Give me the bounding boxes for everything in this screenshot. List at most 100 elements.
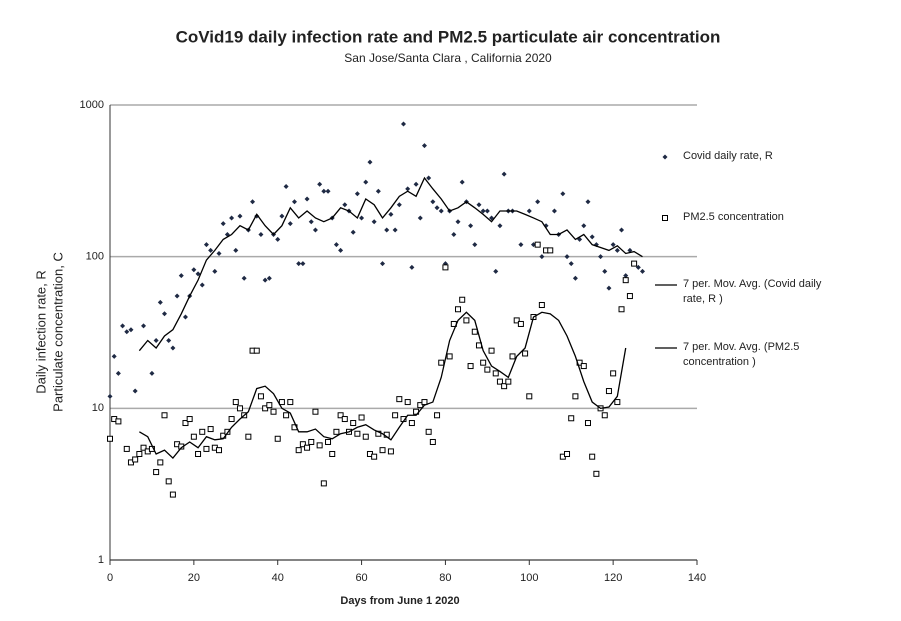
point: [405, 186, 411, 192]
point: [605, 388, 612, 395]
point: [526, 208, 532, 214]
point: [123, 445, 130, 452]
point: [241, 275, 247, 281]
point: [262, 405, 269, 412]
chart-title: CoVid19 daily infection rate and PM2.5 p…: [176, 27, 721, 46]
point: [375, 188, 381, 194]
point: [409, 264, 415, 270]
point: [111, 353, 117, 359]
y-tick-label: 1000: [80, 99, 104, 111]
point: [459, 179, 465, 185]
point: [220, 221, 226, 227]
point: [350, 229, 356, 235]
point: [216, 250, 222, 256]
point: [258, 232, 264, 238]
point: [492, 370, 499, 377]
point: [371, 453, 378, 460]
point: [413, 181, 419, 187]
point: [480, 359, 487, 366]
point: [140, 444, 147, 451]
point: [312, 227, 318, 233]
point: [598, 254, 604, 260]
point: [257, 393, 264, 400]
point: [136, 450, 143, 457]
point: [496, 378, 503, 385]
point: [618, 306, 625, 313]
point: [513, 317, 520, 324]
point: [610, 242, 616, 248]
point: [455, 219, 461, 225]
point: [593, 470, 600, 477]
x-tick-label: 0: [107, 572, 113, 584]
point: [216, 447, 223, 454]
point: [287, 221, 293, 227]
point: [304, 444, 311, 451]
point: [581, 223, 587, 229]
point: [417, 215, 423, 221]
point: [354, 430, 361, 437]
point: [312, 408, 319, 415]
point: [446, 353, 453, 360]
point: [480, 208, 486, 214]
x-tick-label: 140: [688, 572, 706, 584]
point: [295, 447, 302, 454]
point: [182, 314, 188, 320]
point: [278, 399, 285, 406]
point: [199, 428, 206, 435]
point: [191, 267, 197, 273]
point: [128, 327, 134, 333]
point: [517, 320, 524, 327]
point: [157, 459, 164, 466]
point: [434, 205, 440, 211]
legend-marker: [662, 215, 668, 221]
point: [320, 480, 327, 487]
point: [484, 366, 491, 373]
point: [236, 405, 243, 412]
point: [253, 347, 260, 354]
point: [580, 363, 587, 370]
point: [165, 478, 172, 485]
point: [438, 208, 444, 214]
point: [354, 191, 360, 197]
point: [396, 202, 402, 208]
point: [404, 399, 411, 406]
legend-marker: [662, 154, 668, 160]
x-tick-label: 40: [272, 572, 284, 584]
legend-label: PM2.5 concentration: [683, 211, 784, 223]
point: [622, 277, 629, 284]
point: [367, 159, 373, 165]
point: [169, 491, 176, 498]
point: [505, 378, 512, 385]
point: [471, 328, 478, 335]
point: [262, 277, 268, 283]
point: [141, 323, 147, 329]
point: [380, 261, 386, 267]
point: [568, 415, 575, 422]
point: [274, 435, 281, 442]
point: [538, 302, 545, 309]
point: [425, 428, 432, 435]
point: [568, 261, 574, 267]
point: [266, 275, 272, 281]
point: [484, 208, 490, 214]
point: [429, 438, 436, 445]
point: [551, 208, 557, 214]
point: [396, 396, 403, 403]
point: [279, 213, 285, 219]
point: [501, 171, 507, 177]
point: [488, 347, 495, 354]
y-tick-label: 10: [92, 402, 104, 414]
y-tick-label: 1: [98, 554, 104, 566]
x-tick-label: 60: [355, 572, 367, 584]
point: [299, 441, 306, 448]
point: [426, 175, 432, 181]
point: [228, 416, 235, 423]
point: [304, 196, 310, 202]
point: [296, 261, 302, 267]
point: [342, 202, 348, 208]
point: [300, 261, 306, 267]
point: [401, 121, 406, 127]
point: [614, 399, 621, 406]
legend-label: 7 per. Mov. Avg. (Covid daily rate, R ): [683, 278, 822, 305]
point: [166, 338, 172, 344]
